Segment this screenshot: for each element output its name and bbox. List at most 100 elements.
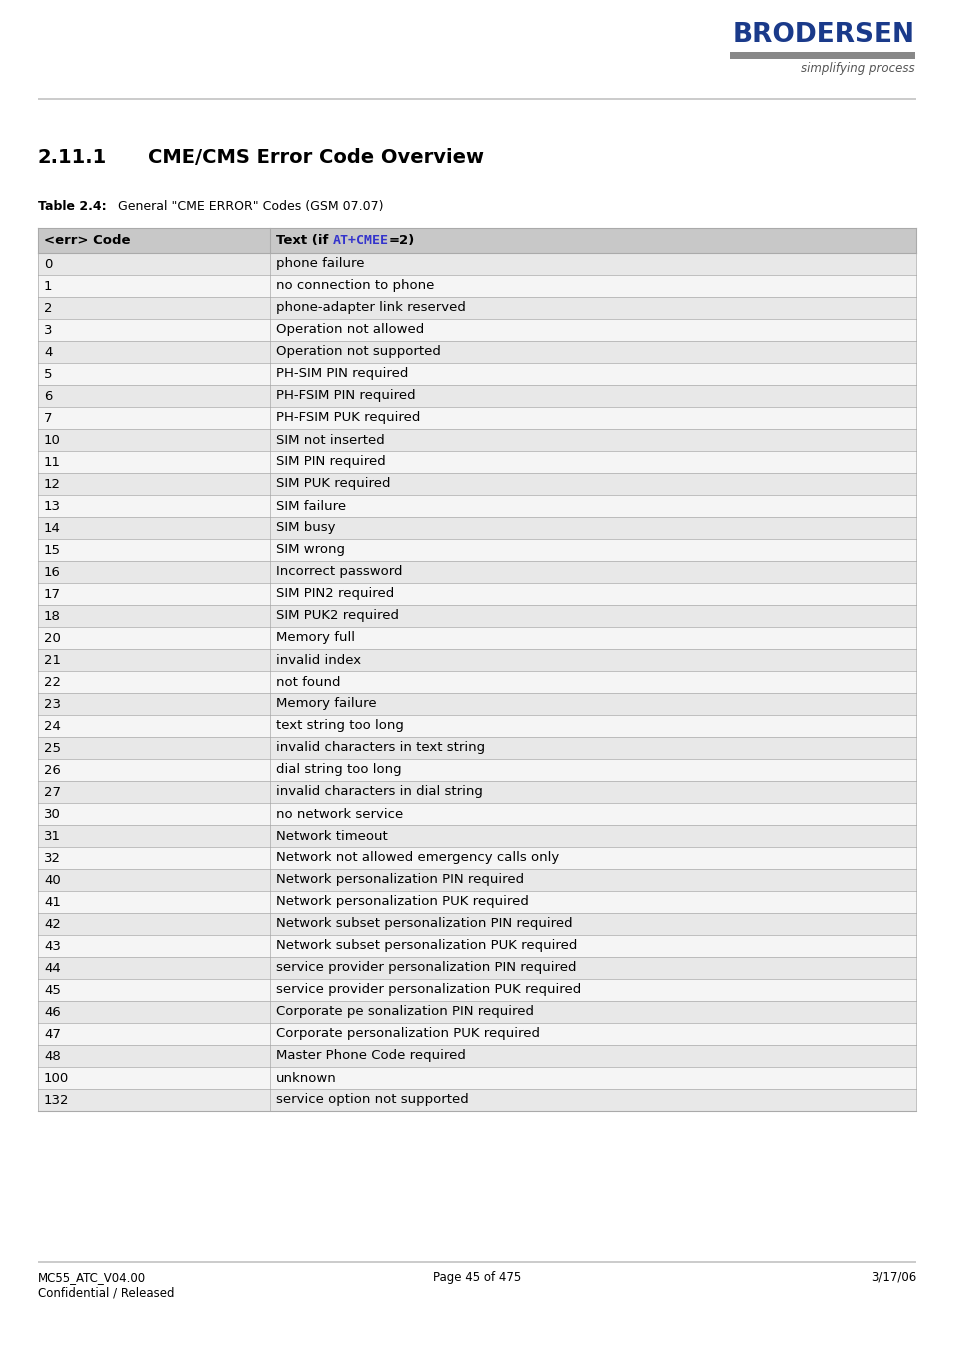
Text: SIM busy: SIM busy: [275, 521, 335, 535]
Text: General "CME ERROR" Codes (GSM 07.07): General "CME ERROR" Codes (GSM 07.07): [118, 200, 383, 213]
Bar: [38, 781, 915, 802]
Text: 21: 21: [44, 654, 61, 666]
Text: service provider personalization PIN required: service provider personalization PIN req…: [275, 962, 576, 974]
Text: no connection to phone: no connection to phone: [275, 280, 434, 293]
Text: Page 45 of 475: Page 45 of 475: [433, 1271, 520, 1283]
Bar: [38, 957, 915, 979]
Text: SIM wrong: SIM wrong: [275, 543, 345, 557]
Bar: [38, 451, 915, 473]
Text: invalid characters in dial string: invalid characters in dial string: [275, 785, 482, 798]
Text: CME/CMS Error Code Overview: CME/CMS Error Code Overview: [148, 149, 483, 168]
Text: 4: 4: [44, 346, 52, 358]
Text: Memory full: Memory full: [275, 631, 355, 644]
Bar: [38, 539, 915, 561]
Text: 6: 6: [44, 389, 52, 403]
Bar: [38, 648, 915, 671]
Text: 7: 7: [44, 412, 52, 424]
Bar: [38, 892, 915, 913]
Text: Network subset personalization PIN required: Network subset personalization PIN requi…: [275, 917, 572, 931]
Text: 43: 43: [44, 939, 61, 952]
Bar: [38, 584, 915, 605]
Bar: [38, 385, 915, 407]
Text: invalid characters in text string: invalid characters in text string: [275, 742, 485, 754]
Text: 2: 2: [44, 301, 52, 315]
Text: Table 2.4:: Table 2.4:: [38, 200, 107, 213]
Text: Corporate personalization PUK required: Corporate personalization PUK required: [275, 1028, 539, 1040]
Bar: [38, 228, 915, 253]
Text: 30: 30: [44, 808, 61, 820]
Bar: [38, 847, 915, 869]
Bar: [38, 430, 915, 451]
Bar: [38, 561, 915, 584]
Text: MC55_ATC_V04.00: MC55_ATC_V04.00: [38, 1271, 146, 1283]
Bar: [38, 517, 915, 539]
Text: 15: 15: [44, 543, 61, 557]
Text: Memory failure: Memory failure: [275, 697, 376, 711]
Text: Network subset personalization PUK required: Network subset personalization PUK requi…: [275, 939, 577, 952]
Text: service option not supported: service option not supported: [275, 1093, 468, 1106]
Bar: [38, 605, 915, 627]
Text: 14: 14: [44, 521, 61, 535]
Text: AT+CMEE: AT+CMEE: [333, 234, 389, 247]
Text: SIM PIN2 required: SIM PIN2 required: [275, 588, 394, 600]
Text: Network not allowed emergency calls only: Network not allowed emergency calls only: [275, 851, 558, 865]
Text: 22: 22: [44, 676, 61, 689]
Text: <err> Code: <err> Code: [44, 234, 131, 247]
Text: Operation not supported: Operation not supported: [275, 346, 440, 358]
Text: 45: 45: [44, 984, 61, 997]
Text: simplifying process: simplifying process: [801, 62, 914, 76]
Text: 3/17/06: 3/17/06: [870, 1271, 915, 1283]
Text: 18: 18: [44, 609, 61, 623]
Bar: [38, 1001, 915, 1023]
Bar: [38, 738, 915, 759]
Bar: [38, 1067, 915, 1089]
Bar: [38, 99, 915, 100]
Text: unknown: unknown: [275, 1071, 336, 1085]
Text: SIM PUK required: SIM PUK required: [275, 477, 390, 490]
Text: 32: 32: [44, 851, 61, 865]
Text: 16: 16: [44, 566, 61, 578]
Bar: [38, 979, 915, 1001]
Text: 20: 20: [44, 631, 61, 644]
Text: invalid index: invalid index: [275, 654, 361, 666]
Text: text string too long: text string too long: [275, 720, 403, 732]
Text: service provider personalization PUK required: service provider personalization PUK req…: [275, 984, 580, 997]
Text: phone-adapter link reserved: phone-adapter link reserved: [275, 301, 465, 315]
Text: 5: 5: [44, 367, 52, 381]
Text: 44: 44: [44, 962, 61, 974]
Text: 12: 12: [44, 477, 61, 490]
Text: phone failure: phone failure: [275, 258, 364, 270]
Bar: [729, 51, 914, 59]
Text: Network personalization PUK required: Network personalization PUK required: [275, 896, 528, 908]
Text: 26: 26: [44, 763, 61, 777]
Text: 23: 23: [44, 697, 61, 711]
Text: 1: 1: [44, 280, 52, 293]
Text: Network personalization PIN required: Network personalization PIN required: [275, 874, 523, 886]
Text: 3: 3: [44, 323, 52, 336]
Bar: [38, 494, 915, 517]
Text: Text (if: Text (if: [275, 234, 333, 247]
Bar: [38, 1089, 915, 1111]
Bar: [38, 671, 915, 693]
Text: 0: 0: [44, 258, 52, 270]
Bar: [38, 869, 915, 892]
Bar: [38, 759, 915, 781]
Text: Confidential / Released: Confidential / Released: [38, 1288, 174, 1300]
Text: =2): =2): [389, 234, 415, 247]
Bar: [38, 363, 915, 385]
Text: 10: 10: [44, 434, 61, 446]
Text: Network timeout: Network timeout: [275, 830, 387, 843]
Bar: [38, 276, 915, 297]
Text: 46: 46: [44, 1005, 61, 1019]
Text: 42: 42: [44, 917, 61, 931]
Bar: [38, 340, 915, 363]
Text: PH-SIM PIN required: PH-SIM PIN required: [275, 367, 408, 381]
Text: BRODERSEN: BRODERSEN: [732, 22, 914, 49]
Bar: [38, 407, 915, 430]
Bar: [38, 253, 915, 276]
Bar: [38, 1260, 915, 1263]
Text: no network service: no network service: [275, 808, 403, 820]
Text: Corporate pe sonalization PIN required: Corporate pe sonalization PIN required: [275, 1005, 534, 1019]
Bar: [38, 627, 915, 648]
Text: Master Phone Code required: Master Phone Code required: [275, 1050, 465, 1062]
